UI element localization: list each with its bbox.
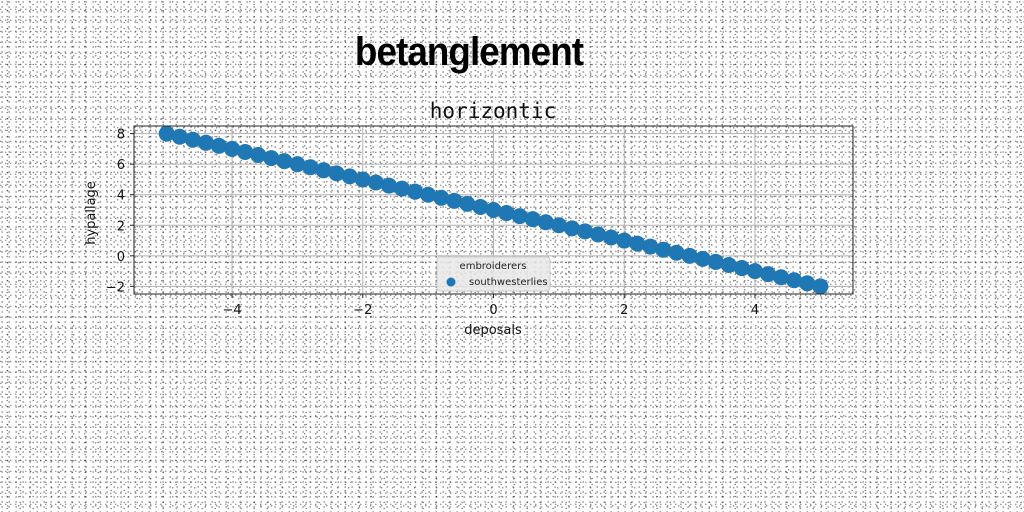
scatter-point — [603, 229, 620, 246]
scatter-point — [733, 260, 750, 277]
data-points — [158, 125, 829, 295]
scatter-point — [315, 162, 332, 179]
x-tick-label: 4 — [751, 303, 759, 318]
scatter-point — [760, 266, 777, 283]
scatter-point — [629, 235, 646, 252]
axes-title: horizontic — [430, 99, 556, 123]
grid — [134, 126, 853, 294]
legend-marker — [446, 277, 456, 287]
scatter-point — [393, 180, 410, 197]
x-tick-label: 0 — [489, 303, 497, 318]
scatter-point — [655, 241, 672, 258]
legend-title: embroiderers — [460, 261, 527, 272]
scatter-point — [237, 143, 254, 160]
y-tick-label: −2 — [106, 280, 125, 295]
legend-box — [436, 256, 551, 292]
scatter-point — [746, 263, 763, 280]
scatter-point — [642, 238, 659, 255]
scatter-point — [720, 256, 737, 273]
legend-entry-label: southwesterlies — [469, 277, 548, 288]
y-tick-label: 2 — [117, 219, 125, 234]
scatter-point — [197, 134, 214, 151]
scatter-point — [459, 195, 476, 212]
scatter-point — [367, 174, 384, 191]
scatter-point — [210, 137, 227, 154]
scatter-point — [184, 131, 201, 148]
scatter-point — [498, 205, 515, 222]
scatter-point — [341, 168, 358, 185]
scatter-point — [707, 253, 724, 270]
x-tick-label: −2 — [353, 303, 372, 318]
scatter-point — [446, 192, 463, 209]
y-tick-label: 4 — [117, 189, 125, 204]
scatter-point — [407, 183, 424, 200]
y-tick-label: 8 — [117, 128, 125, 143]
scatter-point — [302, 159, 319, 176]
scatter-point — [812, 278, 829, 295]
scatter-point — [563, 220, 580, 237]
scatter-point — [616, 232, 633, 249]
scatter-point — [668, 244, 685, 261]
scatter-point — [485, 202, 502, 218]
scatter-point — [550, 217, 567, 234]
ticks: −4 −2 0 2 4 −2 0 2 4 6 8 — [106, 128, 759, 318]
scatter-point — [171, 128, 188, 145]
scatter-point — [472, 198, 489, 215]
scatter-point — [158, 125, 175, 142]
y-tick-label: 6 — [117, 158, 125, 173]
figure-suptitle: betanglement — [354, 30, 584, 74]
scatter-point — [577, 223, 594, 240]
x-tick-label: 2 — [620, 303, 628, 318]
scatter-point — [681, 247, 698, 264]
scatter-point — [289, 156, 306, 173]
x-tick-label: −4 — [222, 303, 241, 318]
scatter-point — [433, 189, 450, 206]
scatter-point — [590, 226, 607, 243]
scatter-point — [537, 214, 554, 231]
legend: embroiderers southwesterlies — [436, 256, 551, 292]
scatter-point — [380, 177, 397, 194]
scatter-point — [354, 171, 371, 188]
scatter-point — [786, 272, 803, 289]
y-axis-label: hypallage — [84, 181, 99, 245]
scatter-point — [224, 140, 241, 157]
scatter-point — [263, 150, 280, 167]
scatter-point — [276, 153, 293, 170]
x-axis-label: deposals — [464, 323, 522, 338]
scatter-point — [420, 186, 437, 203]
scatter-point — [773, 269, 790, 286]
scatter-point — [511, 208, 528, 225]
scatter-point — [524, 211, 541, 228]
scatter-point — [799, 275, 816, 292]
scatter-point — [250, 147, 267, 164]
scatter-point — [694, 250, 711, 267]
scatter-point — [328, 165, 345, 182]
y-tick-label: 0 — [117, 250, 125, 265]
